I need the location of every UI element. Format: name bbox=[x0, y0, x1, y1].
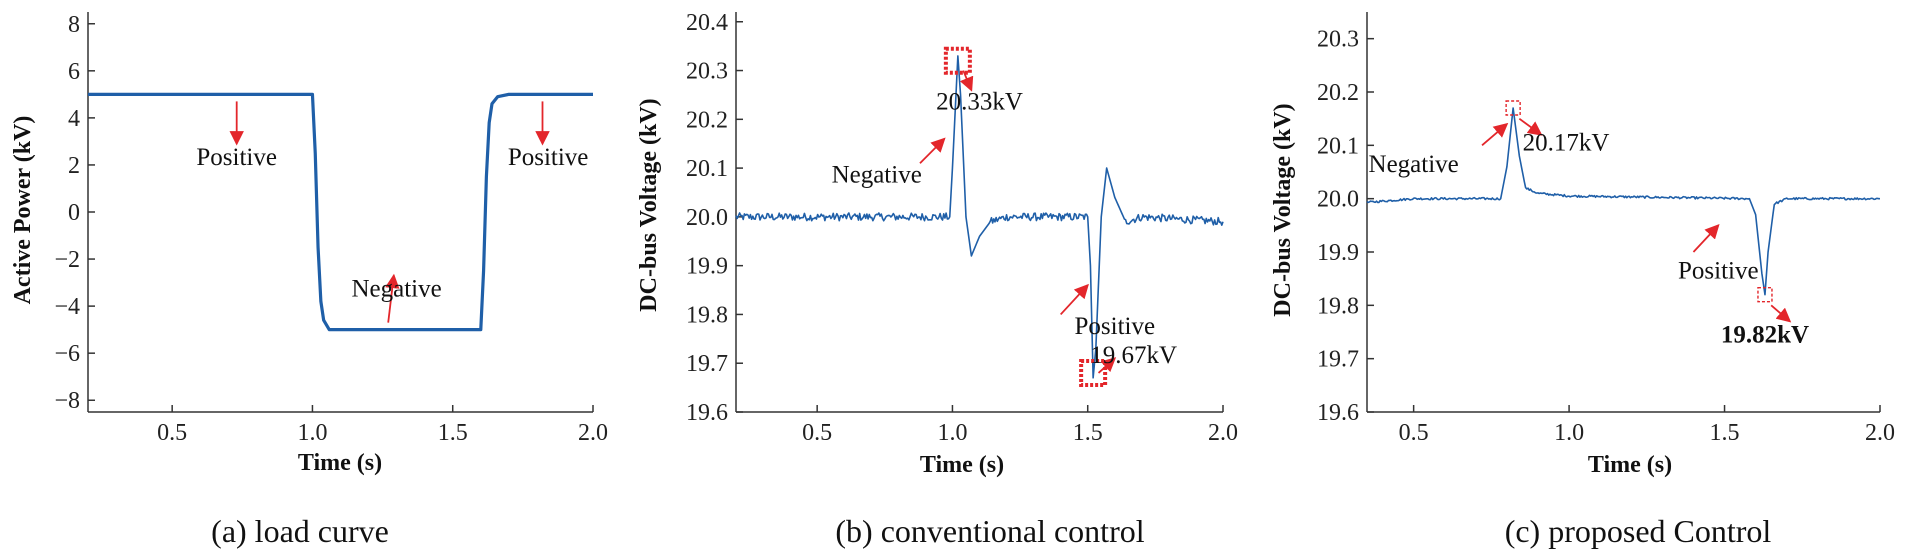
panel-c-ylabel: DC-bus Voltage (kV) bbox=[1270, 103, 1296, 316]
y-tick-label: −6 bbox=[54, 341, 80, 367]
y-tick-label: 19.8 bbox=[1317, 293, 1359, 319]
panel-b-plot: 0.5 1.0 1.5 2.0 20.4 20.3 20.2 20.1 20.0 19.9 19.8… bbox=[686, 10, 1238, 446]
annotation-label: Positive bbox=[1678, 258, 1759, 285]
panel-a-ylabel: Active Power (kV) bbox=[10, 116, 36, 305]
annotation-label: 19.82kV bbox=[1721, 322, 1809, 349]
y-tick-label: 20.3 bbox=[686, 59, 728, 85]
panel-b-caption: (b) conventional control bbox=[835, 513, 1144, 549]
annotation-label: Positive bbox=[508, 144, 589, 171]
y-tick-label: 19.9 bbox=[686, 254, 728, 280]
y-tick-label: 19.6 bbox=[1317, 400, 1359, 426]
peak-marker-box bbox=[1079, 358, 1108, 387]
peak-marker-box bbox=[1505, 100, 1521, 116]
annotation-label: 19.67kV bbox=[1090, 342, 1177, 369]
x-tick-label: 1.0 bbox=[297, 420, 327, 446]
annotation-label: Negative bbox=[832, 162, 922, 189]
y-tick-label: 0 bbox=[68, 200, 80, 226]
x-tick-label: 1.0 bbox=[937, 420, 967, 446]
annotation-arrow bbox=[385, 273, 400, 323]
y-tick-label: 20.1 bbox=[1317, 133, 1359, 159]
annotation-arrow bbox=[1770, 304, 1792, 323]
x-tick-label: 0.5 bbox=[157, 420, 187, 446]
x-tick-label: 1.5 bbox=[438, 420, 468, 446]
panel-b: 0.5 1.0 1.5 2.0 20.4 20.3 20.2 20.1 20.0 19.9 19.8… bbox=[636, 10, 1238, 549]
panel-c-xlabel: Time (s) bbox=[1588, 452, 1672, 478]
panel-c-caption: (c) proposed Control bbox=[1505, 513, 1772, 549]
panel-c: 0.5 1.0 1.5 2.0 20.3 20.2 20.1 20.0 19.9 19.8 19.7… bbox=[1270, 12, 1895, 549]
series-line-proposed bbox=[1366, 107, 1881, 296]
panel-b-xlabel: Time (s) bbox=[920, 452, 1004, 478]
x-tick-label: 2.0 bbox=[578, 420, 608, 446]
annotation-arrow bbox=[1481, 122, 1509, 147]
panel-a-caption: (a) load curve bbox=[211, 513, 389, 549]
y-tick-label: 20.2 bbox=[1317, 80, 1359, 106]
annotation-arrow bbox=[1097, 357, 1117, 374]
panel-a: 0.5 1.0 1.5 2.0 8 6 4 2 0 −2 −4 −6 −8 Positive Negativ… bbox=[10, 12, 608, 549]
panel-a-xlabel: Time (s) bbox=[298, 450, 382, 476]
annotation-label: Negative bbox=[351, 276, 441, 303]
y-tick-label: 6 bbox=[68, 59, 80, 85]
y-tick-label: 20.0 bbox=[686, 205, 728, 231]
y-tick-label: −2 bbox=[54, 247, 80, 273]
annotation-arrow bbox=[1518, 117, 1543, 136]
panel-c-plot: 0.5 1.0 1.5 2.0 20.3 20.2 20.1 20.0 19.9 19.8 19.7… bbox=[1317, 12, 1895, 446]
y-tick-label: 19.7 bbox=[1317, 347, 1359, 373]
panel-b-ylabel: DC-bus Voltage (kV) bbox=[636, 98, 662, 311]
x-tick-label: 1.5 bbox=[1710, 420, 1740, 446]
y-tick-label: 20.0 bbox=[1317, 187, 1359, 213]
y-tick-label: 19.6 bbox=[686, 400, 728, 426]
y-tick-label: 19.8 bbox=[686, 302, 728, 328]
peak-marker-box bbox=[1757, 286, 1773, 303]
y-tick-label: 19.9 bbox=[1317, 240, 1359, 266]
x-tick-label: 0.5 bbox=[1399, 420, 1429, 446]
x-tick-label: 1.0 bbox=[1554, 420, 1584, 446]
y-tick-label: 19.7 bbox=[686, 351, 728, 377]
annotation-label: 20.17kV bbox=[1523, 130, 1610, 157]
annotation-label: Negative bbox=[1369, 151, 1459, 178]
annotation-arrow bbox=[1692, 224, 1720, 253]
y-tick-label: 4 bbox=[68, 106, 80, 132]
y-tick-label: 20.1 bbox=[686, 156, 728, 182]
annotation-arrow bbox=[919, 137, 946, 164]
x-tick-label: 0.5 bbox=[802, 420, 832, 446]
y-tick-label: 8 bbox=[68, 12, 80, 38]
x-tick-label: 2.0 bbox=[1865, 420, 1895, 446]
y-tick-label: −8 bbox=[54, 388, 80, 414]
y-tick-label: 20.3 bbox=[1317, 27, 1359, 53]
y-tick-label: 20.4 bbox=[686, 10, 728, 36]
x-tick-label: 2.0 bbox=[1208, 420, 1238, 446]
series-line-conventional bbox=[735, 55, 1224, 379]
annotation-label: Positive bbox=[1074, 313, 1155, 340]
peak-marker-box bbox=[943, 46, 972, 75]
annotation-label: 20.33kV bbox=[936, 89, 1023, 116]
annotation-label: Positive bbox=[196, 144, 277, 171]
y-tick-label: 2 bbox=[68, 153, 80, 179]
series-line-load bbox=[88, 92, 593, 332]
annotation-arrow bbox=[1060, 283, 1089, 316]
y-tick-label: 20.2 bbox=[686, 107, 728, 133]
y-tick-label: −4 bbox=[54, 294, 80, 320]
panel-a-plot: 0.5 1.0 1.5 2.0 8 6 4 2 0 −2 −4 −6 −8 Positive Negativ… bbox=[54, 12, 608, 446]
annotation-arrow bbox=[959, 70, 974, 92]
x-tick-label: 1.5 bbox=[1073, 420, 1103, 446]
